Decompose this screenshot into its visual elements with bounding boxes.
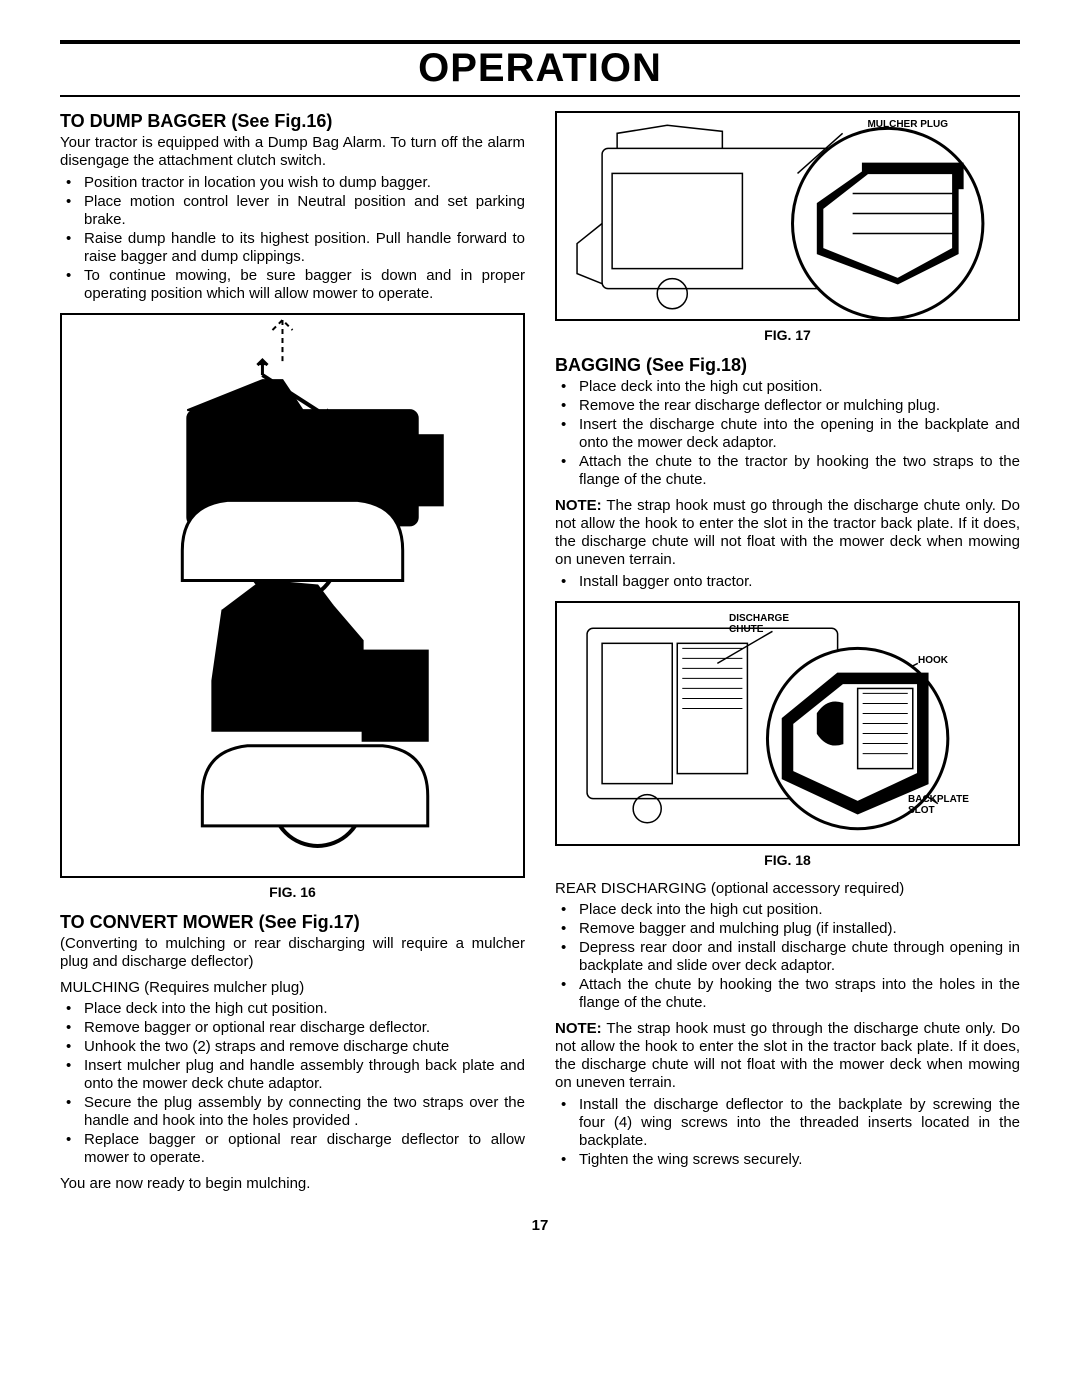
bullets-dump-bagger: Position tractor in location you wish to… [60,174,525,303]
list-item: Install the discharge deflector to the b… [579,1096,1020,1150]
list-item: Raise dump handle to its highest positio… [84,230,525,266]
label-hook: HOOK [918,655,948,666]
note-prefix: NOTE: [555,1020,602,1037]
subheading-mulching: MULCHING (Requires mulcher plug) [60,979,525,996]
section-heading-dump-bagger: TO DUMP BAGGER (See Fig.16) [60,111,525,132]
page-number: 17 [60,1217,1020,1234]
list-item: Unhook the two (2) straps and remove dis… [84,1038,525,1056]
right-column: MULCHER PLUG [555,111,1020,1197]
list-item: Place deck into the high cut position. [579,901,1020,919]
label-backplate-slot: BACKPLATE SLOT [908,794,988,816]
note-body: The strap hook must go through the disch… [555,1020,1020,1091]
page-title: OPERATION [60,44,1020,95]
left-column: TO DUMP BAGGER (See Fig.16) Your tractor… [60,111,525,1197]
outro-mulching: You are now ready to begin mulching. [60,1175,525,1193]
list-item: Replace bagger or optional rear discharg… [84,1131,525,1167]
list-item: Insert mulcher plug and handle assembly … [84,1057,525,1093]
note-prefix: NOTE: [555,497,602,514]
label-discharge-chute: DISCHARGE CHUTE [729,613,809,635]
bullets-rear-discharge-1: Place deck into the high cut position. R… [555,901,1020,1012]
list-item: Place deck into the high cut position. [579,378,1020,396]
list-item: Remove bagger or optional rear discharge… [84,1019,525,1037]
list-item: Tighten the wing screws securely. [579,1151,1020,1169]
list-item: Position tractor in location you wish to… [84,174,525,192]
bullets-bagging-1: Place deck into the high cut position. R… [555,378,1020,489]
label-mulcher-plug: MULCHER PLUG [867,119,948,130]
intro-dump-bagger: Your tractor is equipped with a Dump Bag… [60,134,525,170]
subheading-rear-discharging: REAR DISCHARGING (optional accessory req… [555,880,1020,897]
note-body: The strap hook must go through the disch… [555,497,1020,568]
figure-16-svg [62,315,523,876]
list-item: Attach the chute by hooking the two stra… [579,976,1020,1012]
figure-17-caption: FIG. 17 [555,327,1020,343]
label-text: DISCHARGE CHUTE [729,613,789,635]
bullets-bagging-2: Install bagger onto tractor. [555,573,1020,591]
label-text: BACKPLATE SLOT [908,794,969,816]
page-root: OPERATION TO DUMP BAGGER (See Fig.16) Yo… [0,0,1080,1254]
list-item: To continue mowing, be sure bagger is do… [84,267,525,303]
list-item: Insert the discharge chute into the open… [579,416,1020,452]
list-item: Secure the plug assembly by connecting t… [84,1094,525,1130]
list-item: Depress rear door and install discharge … [579,939,1020,975]
figure-16-box [60,313,525,878]
note-bagging: NOTE: The strap hook must go through the… [555,497,1020,569]
figure-16-caption: FIG. 16 [60,884,525,900]
list-item: Remove the rear discharge deflector or m… [579,397,1020,415]
bullets-mulching: Place deck into the high cut position. R… [60,1000,525,1167]
bullets-rear-discharge-2: Install the discharge deflector to the b… [555,1096,1020,1169]
list-item: Place deck into the high cut position. [84,1000,525,1018]
section-heading-convert-mower: TO CONVERT MOWER (See Fig.17) [60,912,525,933]
list-item: Attach the chute to the tractor by hooki… [579,453,1020,489]
figure-17-svg [557,113,1018,319]
list-item: Install bagger onto tractor. [579,573,1020,591]
note-rear-discharge: NOTE: The strap hook must go through the… [555,1020,1020,1092]
intro-convert-mower: (Converting to mulching or rear discharg… [60,935,525,971]
figure-17-box: MULCHER PLUG [555,111,1020,321]
list-item: Place motion control lever in Neutral po… [84,193,525,229]
figure-18-box: DISCHARGE CHUTE HOOK BACKPLATE SLOT [555,601,1020,846]
figure-18-caption: FIG. 18 [555,852,1020,868]
content-columns: TO DUMP BAGGER (See Fig.16) Your tractor… [60,111,1020,1197]
list-item: Remove bagger and mulching plug (if inst… [579,920,1020,938]
section-heading-bagging: BAGGING (See Fig.18) [555,355,1020,376]
title-underline [60,95,1020,97]
